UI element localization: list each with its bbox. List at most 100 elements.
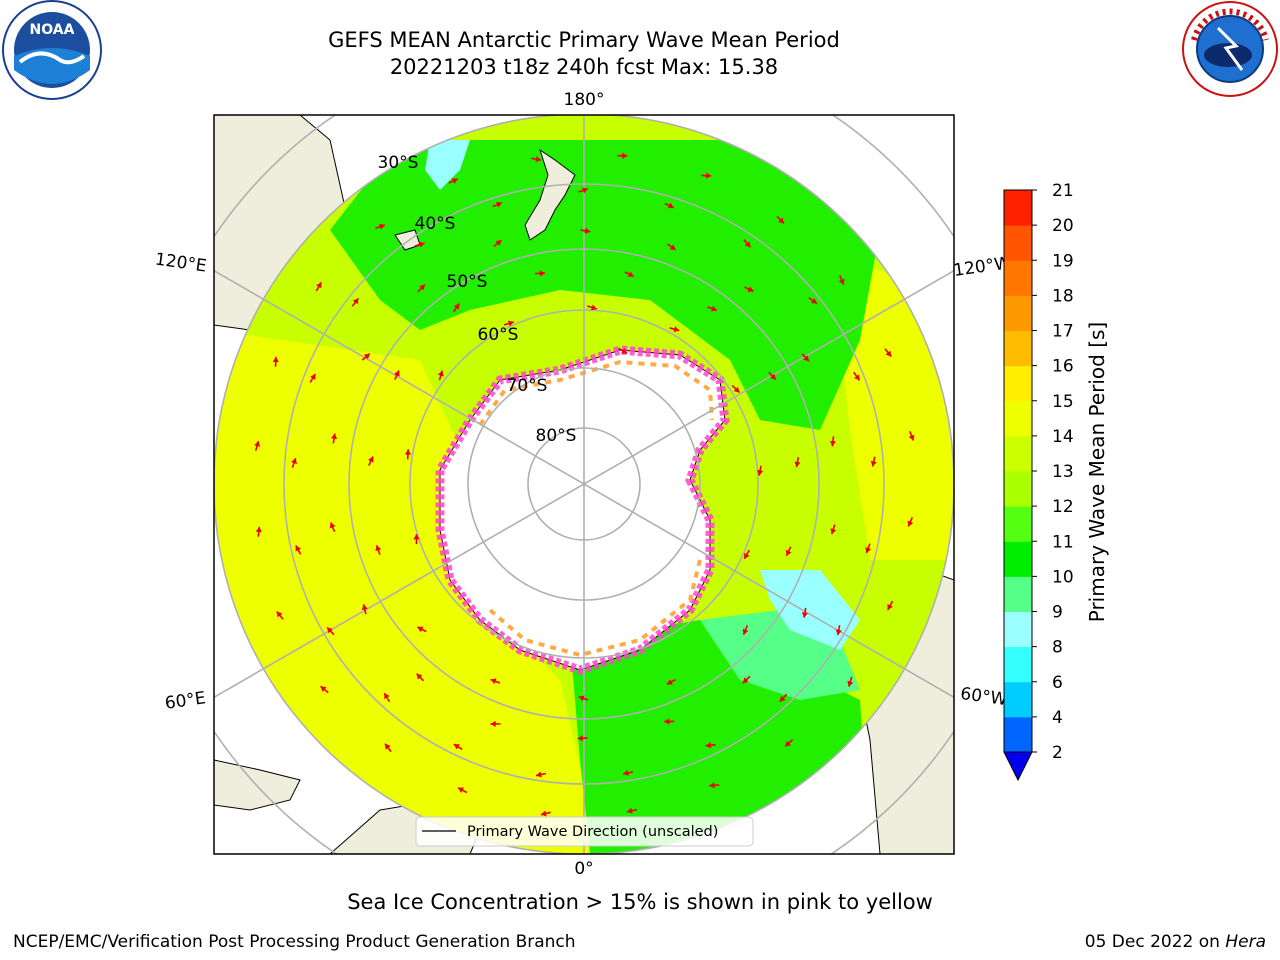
legend-label: Primary Wave Direction (unscaled) (467, 824, 718, 840)
map-frame (213, 114, 955, 855)
wave-arrow-head (363, 353, 370, 360)
wave-arrow-head (368, 456, 374, 463)
colorbar-tick-label: 20 (1052, 216, 1074, 236)
wave-arrow-head (794, 461, 801, 468)
wave-arrow-head (582, 187, 588, 194)
wave-arrow-head (310, 373, 316, 380)
colorbar-segment (1004, 330, 1032, 367)
wave-arrow-head (835, 629, 842, 636)
wave-arrow-head (416, 673, 423, 680)
wave-arrow-head (733, 386, 740, 393)
wave-arrow-head (590, 304, 597, 311)
noaa-logo-text: NOAA (30, 22, 75, 38)
wave-arrow-head (801, 612, 808, 618)
colorbar-segment (1004, 576, 1032, 612)
wave-arrow-head (742, 677, 749, 684)
wave-arrow-head (316, 282, 322, 289)
wave-direction-arrows (254, 152, 915, 817)
wave-arrow-head (667, 202, 674, 209)
caption: Sea Ice Concentration > 15% is shown in … (347, 890, 933, 914)
noaa-logo: NOAA (2, 0, 102, 100)
colorbar-label: Primary Wave Mean Period [s] (1085, 322, 1109, 623)
wave-arrow-head (495, 201, 502, 208)
wave-arrow-head (710, 305, 717, 312)
colorbar-segment (1004, 225, 1032, 261)
wave-arrow-head (375, 545, 382, 552)
wave-arrow-head (744, 241, 751, 248)
wave-arrow-head (829, 440, 837, 447)
colorbar-tick-label: 11 (1052, 532, 1074, 552)
colorbar-tick-label: 13 (1052, 462, 1074, 482)
sea-ice-inner (478, 359, 714, 427)
figure-title: GEFS MEAN Antarctic Primary Wave Mean Pe… (328, 28, 840, 52)
wave-arrow-head (327, 627, 333, 634)
colorbar-tick-label: 16 (1052, 357, 1074, 377)
wave-arrow-head (907, 520, 914, 527)
colorbar-tick-label: 21 (1052, 181, 1074, 201)
sea-ice-inner-south (488, 559, 702, 658)
colorbar-tick-label: 15 (1052, 392, 1074, 412)
colorbar-segment (1004, 541, 1032, 577)
wave-arrow-head (451, 178, 458, 184)
new-zealand (524, 148, 576, 241)
zone-yellow-west (214, 330, 600, 854)
zone-cyan-sa (760, 570, 860, 650)
colorbar-segment (1004, 190, 1032, 226)
footer-date-text: 05 Dec 2022 on (1084, 932, 1226, 952)
lat-label-60s: 60°S (478, 325, 519, 345)
lon-label-bottom: 0° (574, 859, 593, 879)
wave-arrow-head (779, 695, 786, 702)
wave-arrow-head (770, 373, 776, 380)
wave-arrow-head (742, 628, 749, 635)
lat-label-30s: 30°S (378, 153, 419, 173)
colorbar-tick-label: 14 (1052, 427, 1074, 447)
lon-label-right-lower: 60°W (959, 684, 1008, 710)
wave-arrow-head (419, 284, 425, 291)
wave-arrow-head (378, 223, 385, 230)
colorbar-segment (1004, 681, 1032, 718)
colorbar-tick-label: 6 (1052, 673, 1063, 693)
colorbar-tick-label: 8 (1052, 638, 1063, 658)
wave-arrow-head (254, 441, 261, 447)
wave-arrow-head (705, 742, 712, 749)
wave-arrow-head (705, 172, 712, 179)
lon-label-left-lower: 60°E (164, 688, 207, 713)
wave-arrow-head (830, 528, 837, 535)
colorbar-segment (1004, 400, 1032, 437)
colorbar-segment (1004, 611, 1032, 648)
wave-arrow-head (540, 810, 547, 817)
colorbar-segment (1004, 260, 1032, 296)
wave-arrow-head (385, 743, 391, 750)
wave-arrow-head (673, 326, 680, 333)
lat-label-50s: 50°S (447, 272, 488, 292)
colorbar-segment (1004, 471, 1032, 507)
wave-arrow-head (329, 522, 336, 529)
wave-arrow-head (887, 603, 893, 610)
wave-arrow-head (352, 298, 359, 305)
wave-arrow-head (747, 286, 754, 293)
colorbar-tick-label: 2 (1052, 743, 1063, 763)
wave-arrow-head (621, 348, 628, 354)
map-legend: Primary Wave Direction (unscaled) (415, 816, 754, 847)
wave-arrow-head (291, 458, 297, 465)
wave-arrow-head (490, 678, 497, 685)
lon-label-left-upper: 120°E (154, 250, 208, 277)
wave-arrow-head (276, 611, 283, 618)
wave-arrow-head (272, 356, 279, 363)
wave-arrow-head (417, 626, 424, 633)
colorbar-tick-label: 9 (1052, 603, 1063, 623)
lon-label-right-upper: 120°W (952, 253, 1012, 281)
wave-arrow-head (320, 686, 327, 692)
colorbar-extend-triangle (1003, 751, 1033, 782)
wave-arrow-head (623, 769, 629, 776)
sea-ice-rim (435, 345, 730, 675)
wave-arrow-head (810, 298, 817, 304)
wave-arrow-head (778, 217, 785, 224)
land-overlay (394, 148, 576, 251)
wave-arrow-head (453, 744, 460, 750)
lat-label-70s: 70°S (507, 376, 548, 396)
wave-arrow-head (785, 740, 792, 747)
colorbar-tick-label: 12 (1052, 497, 1074, 517)
wave-arrow-head (785, 549, 792, 556)
colorbar-tick-label: 10 (1052, 567, 1074, 587)
